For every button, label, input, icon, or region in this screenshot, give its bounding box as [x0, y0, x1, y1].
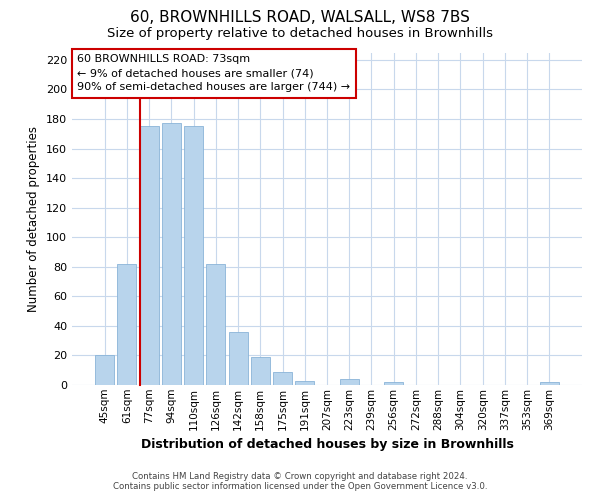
- Bar: [140, 126, 158, 385]
- Bar: [162, 124, 181, 385]
- Bar: [206, 264, 225, 385]
- Bar: [229, 332, 248, 385]
- Bar: [384, 382, 403, 385]
- Bar: [118, 264, 136, 385]
- Bar: [340, 379, 359, 385]
- Bar: [251, 357, 270, 385]
- Bar: [540, 382, 559, 385]
- Text: Size of property relative to detached houses in Brownhills: Size of property relative to detached ho…: [107, 28, 493, 40]
- Text: Contains public sector information licensed under the Open Government Licence v3: Contains public sector information licen…: [113, 482, 487, 491]
- Text: 60 BROWNHILLS ROAD: 73sqm
← 9% of detached houses are smaller (74)
90% of semi-d: 60 BROWNHILLS ROAD: 73sqm ← 9% of detach…: [77, 54, 350, 92]
- Bar: [273, 372, 292, 385]
- Bar: [295, 380, 314, 385]
- X-axis label: Distribution of detached houses by size in Brownhills: Distribution of detached houses by size …: [140, 438, 514, 451]
- Bar: [184, 126, 203, 385]
- Text: 60, BROWNHILLS ROAD, WALSALL, WS8 7BS: 60, BROWNHILLS ROAD, WALSALL, WS8 7BS: [130, 10, 470, 25]
- Y-axis label: Number of detached properties: Number of detached properties: [28, 126, 40, 312]
- Bar: [95, 356, 114, 385]
- Text: Contains HM Land Registry data © Crown copyright and database right 2024.: Contains HM Land Registry data © Crown c…: [132, 472, 468, 481]
